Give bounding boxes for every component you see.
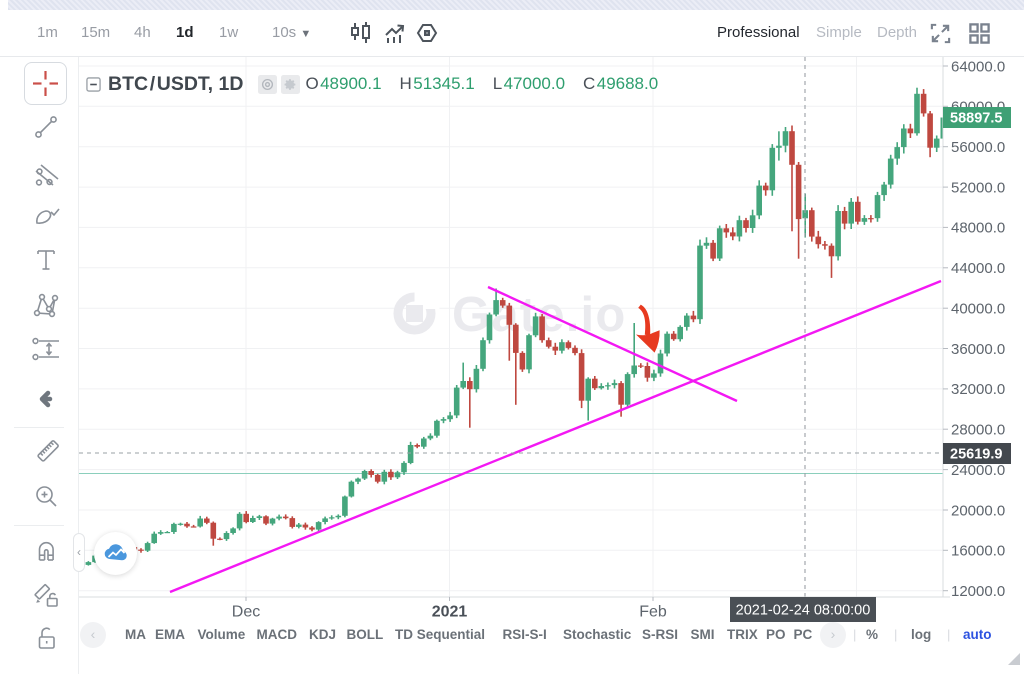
svg-text:2021: 2021 (432, 604, 468, 621)
svg-text:64000.0: 64000.0 (951, 58, 1005, 75)
svg-text:52000.0: 52000.0 (951, 179, 1005, 196)
svg-text:28000.0: 28000.0 (951, 422, 1005, 439)
svg-text:Gate.io: Gate.io (452, 288, 627, 342)
svg-text:32000.0: 32000.0 (951, 381, 1005, 398)
svg-text:48000.0: 48000.0 (951, 220, 1005, 237)
svg-text:Feb: Feb (639, 604, 667, 621)
svg-text:40000.0: 40000.0 (951, 301, 1005, 318)
svg-text:56000.0: 56000.0 (951, 139, 1005, 156)
svg-text:12000.0: 12000.0 (951, 583, 1005, 600)
svg-text:44000.0: 44000.0 (951, 260, 1005, 277)
svg-text:58897.5: 58897.5 (950, 111, 1002, 127)
svg-text:Dec: Dec (232, 604, 260, 621)
svg-text:25619.9: 25619.9 (950, 447, 1002, 463)
svg-text:36000.0: 36000.0 (951, 341, 1005, 358)
svg-text:20000.0: 20000.0 (951, 502, 1005, 519)
svg-text:2021-02-24 08:00:00: 2021-02-24 08:00:00 (736, 603, 871, 619)
svg-text:16000.0: 16000.0 (951, 543, 1005, 560)
svg-text:24000.0: 24000.0 (951, 462, 1005, 479)
